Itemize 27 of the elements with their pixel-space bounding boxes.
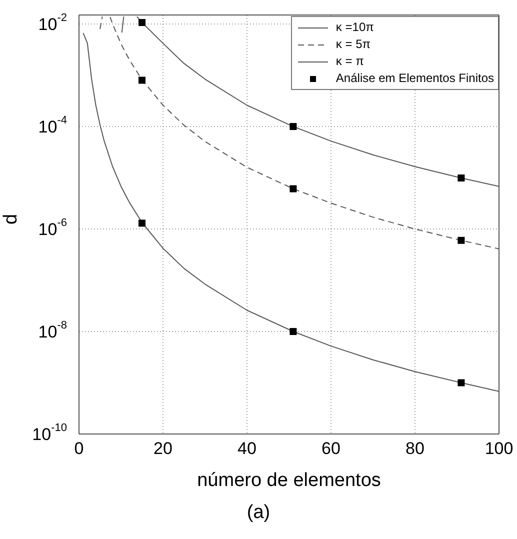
point [458, 174, 465, 182]
y-axis-title: d [0, 214, 22, 224]
legend-label: κ = π [336, 53, 364, 70]
point [458, 379, 465, 386]
point [290, 185, 297, 192]
point [138, 76, 146, 84]
text: (a) [246, 502, 272, 524]
x-tick-label: 20 [154, 439, 172, 458]
y-tick-label: 10$^{-6}$ [38, 217, 67, 240]
x-tick-label: 100 [484, 439, 514, 458]
point [290, 123, 297, 130]
y-tick-label: 10$^{-8}$ [38, 320, 67, 342]
x-tick-label: 0 [74, 439, 84, 458]
x-tick-label: 80 [406, 439, 424, 458]
legend-label: κ =10π [336, 19, 374, 36]
x-tick-label: 40 [238, 439, 256, 458]
point [290, 328, 297, 336]
y-tick-label: 10$^{-4}$ [38, 114, 67, 137]
y-tick-label: 10$^{-2}$ [38, 12, 67, 34]
x-axis-title: número de elementos [197, 470, 381, 491]
point [138, 220, 146, 227]
point [138, 19, 146, 26]
legend-label: Análise em Elementos Finitos [336, 70, 494, 87]
legend-label: κ = 5π [336, 36, 371, 53]
x-tick-label: 60 [322, 439, 340, 458]
point [458, 236, 465, 244]
y-tick-label: 10$^{-10}$ [32, 422, 67, 444]
